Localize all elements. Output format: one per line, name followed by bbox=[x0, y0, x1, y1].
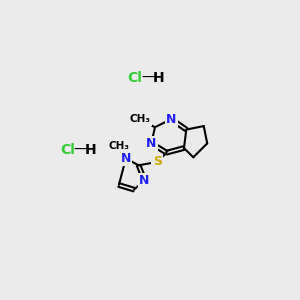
Text: N: N bbox=[121, 152, 131, 165]
Text: N: N bbox=[166, 113, 176, 126]
Text: —: — bbox=[74, 143, 87, 157]
Text: N: N bbox=[139, 174, 150, 187]
Text: H: H bbox=[85, 143, 97, 157]
Text: Cl: Cl bbox=[128, 70, 142, 85]
Text: CH₃: CH₃ bbox=[108, 141, 129, 151]
Text: CH₃: CH₃ bbox=[129, 114, 150, 124]
Text: Cl: Cl bbox=[60, 143, 75, 157]
Text: H: H bbox=[153, 70, 164, 85]
Text: N: N bbox=[146, 137, 157, 150]
Text: —: — bbox=[141, 70, 155, 85]
Text: S: S bbox=[153, 155, 162, 168]
